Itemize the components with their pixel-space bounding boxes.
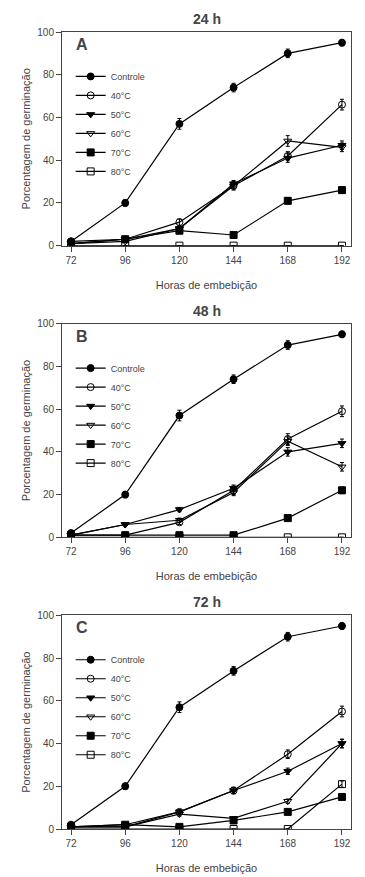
svg-text:60°C: 60°C	[111, 421, 132, 431]
svg-text:Controle: Controle	[111, 72, 145, 82]
svg-text:192: 192	[334, 838, 351, 849]
svg-text:Horas de embebição: Horas de embebição	[156, 570, 258, 582]
svg-text:50°C: 50°C	[111, 402, 132, 412]
svg-text:168: 168	[279, 546, 296, 557]
svg-text:40: 40	[43, 155, 55, 166]
svg-text:20: 20	[43, 197, 55, 208]
svg-text:168: 168	[279, 838, 296, 849]
svg-text:168: 168	[279, 255, 296, 266]
svg-text:Porcentagem de germinação: Porcentagem de germinação	[20, 652, 32, 793]
svg-text:96: 96	[120, 255, 132, 266]
svg-text:100: 100	[37, 610, 54, 621]
svg-text:60: 60	[43, 404, 55, 415]
svg-text:144: 144	[225, 838, 242, 849]
svg-text:Horas de embebição: Horas de embebição	[156, 279, 258, 291]
svg-text:24 h: 24 h	[193, 11, 221, 27]
svg-text:80: 80	[43, 653, 55, 664]
svg-text:100: 100	[37, 318, 54, 329]
svg-text:50°C: 50°C	[111, 110, 132, 120]
svg-text:40°C: 40°C	[111, 91, 132, 101]
svg-text:Horas de embebição: Horas de embebição	[156, 862, 258, 874]
svg-text:120: 120	[171, 546, 188, 557]
svg-text:120: 120	[171, 838, 188, 849]
svg-text:50°C: 50°C	[111, 693, 132, 703]
svg-text:72: 72	[65, 546, 77, 557]
svg-text:Controle: Controle	[111, 655, 145, 665]
svg-text:20: 20	[43, 489, 55, 500]
svg-text:100: 100	[37, 27, 54, 38]
svg-text:60: 60	[43, 112, 55, 123]
svg-text:40°C: 40°C	[111, 674, 132, 684]
svg-text:80°C: 80°C	[111, 167, 132, 177]
svg-text:60°C: 60°C	[111, 712, 132, 722]
svg-text:Porcentagem de germinação: Porcentagem de germinação	[20, 360, 32, 501]
svg-text:70°C: 70°C	[111, 440, 132, 450]
svg-text:96: 96	[120, 546, 132, 557]
svg-text:144: 144	[225, 546, 242, 557]
svg-text:70°C: 70°C	[111, 148, 132, 158]
svg-text:72: 72	[65, 838, 77, 849]
svg-text:0: 0	[48, 532, 54, 543]
svg-text:192: 192	[334, 546, 351, 557]
svg-text:C: C	[76, 619, 88, 636]
svg-text:40°C: 40°C	[111, 383, 132, 393]
svg-text:B: B	[76, 328, 88, 345]
svg-text:0: 0	[48, 240, 54, 251]
svg-text:A: A	[76, 36, 88, 53]
svg-text:80: 80	[43, 69, 55, 80]
svg-text:40: 40	[43, 738, 55, 749]
svg-text:20: 20	[43, 781, 55, 792]
svg-text:80°C: 80°C	[111, 750, 132, 760]
svg-text:48 h: 48 h	[193, 303, 221, 319]
svg-text:72 h: 72 h	[193, 594, 221, 610]
svg-text:96: 96	[120, 838, 132, 849]
svg-text:Controle: Controle	[111, 364, 145, 374]
svg-text:60: 60	[43, 695, 55, 706]
svg-text:40: 40	[43, 446, 55, 457]
svg-text:80: 80	[43, 361, 55, 372]
svg-text:60°C: 60°C	[111, 129, 132, 139]
svg-text:0: 0	[48, 824, 54, 835]
svg-text:192: 192	[334, 255, 351, 266]
svg-text:120: 120	[171, 255, 188, 266]
svg-text:Porcentagem de germinação: Porcentagem de germinação	[20, 68, 32, 209]
svg-text:144: 144	[225, 255, 242, 266]
svg-text:72: 72	[65, 255, 77, 266]
svg-text:80°C: 80°C	[111, 459, 132, 469]
svg-text:70°C: 70°C	[111, 731, 132, 741]
